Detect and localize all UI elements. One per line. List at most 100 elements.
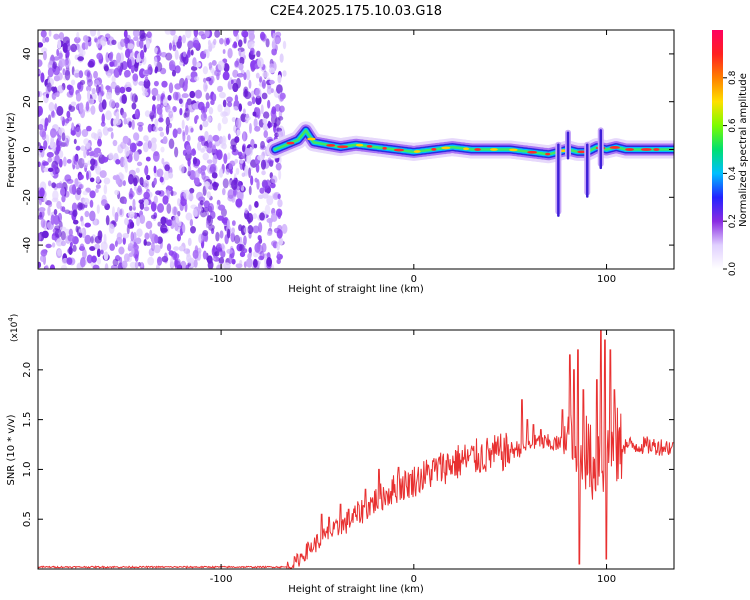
noise-blob <box>230 79 234 85</box>
spectrogram-panel: -100 0 100 -40 -20 0 20 40 Height of straight l… <box>6 29 675 295</box>
noise-blob <box>60 231 66 241</box>
noise-blob <box>67 234 75 242</box>
noise-blob <box>252 111 257 117</box>
noise-blob <box>45 93 50 99</box>
noise-blob <box>83 148 87 159</box>
noise-blob <box>72 244 77 252</box>
snr-ytick-label: 0.5 <box>22 511 33 527</box>
noise-blob <box>82 197 90 206</box>
noise-blob <box>277 74 282 84</box>
noise-blob <box>132 198 136 209</box>
noise-blob <box>154 118 159 128</box>
noise-blob <box>105 85 111 91</box>
noise-blob <box>213 181 217 187</box>
noise-blob <box>60 187 66 197</box>
snr-panel: -100 0 100 0.5 1.0 1.5 2.0 Height of straight … <box>6 314 675 595</box>
noise-blob <box>242 108 246 115</box>
noise-blob <box>161 157 165 165</box>
noise-blob <box>133 132 140 141</box>
noise-blob <box>248 204 252 212</box>
noise-blob <box>111 39 117 46</box>
noise-blob <box>124 146 130 157</box>
noise-blob <box>192 103 200 110</box>
spectrogram-xtick-label: 0 <box>411 274 417 285</box>
noise-blob <box>75 126 82 138</box>
noise-blob <box>135 167 140 174</box>
noise-blob <box>38 69 42 75</box>
noise-blob <box>101 113 106 124</box>
spectrogram-ytick-label: 0 <box>22 146 33 152</box>
noise-blob <box>139 39 144 49</box>
noise-blob <box>53 33 60 40</box>
noise-blob <box>162 96 168 107</box>
noise-blob <box>49 264 56 269</box>
noise-blob <box>143 79 151 89</box>
noise-blob <box>192 249 199 259</box>
noise-blob <box>84 210 90 218</box>
colorbar-tick-label: 0.6 <box>728 118 738 133</box>
spectrogram-axes: -100 0 100 -40 -20 0 20 40 <box>22 30 674 285</box>
noise-blob <box>234 234 241 244</box>
noise-blob <box>126 224 130 235</box>
noise-blob <box>271 106 277 115</box>
noise-blob <box>48 60 54 66</box>
noise-blob <box>269 182 276 189</box>
noise-blob <box>75 92 82 102</box>
noise-blob <box>64 58 69 66</box>
snr-xtick-label: -100 <box>210 574 233 585</box>
noise-blob <box>137 124 143 132</box>
noise-blob <box>238 49 242 57</box>
noise-blob <box>230 138 238 147</box>
noise-blob <box>256 50 261 58</box>
noise-blob <box>41 230 49 239</box>
noise-blob <box>152 151 160 162</box>
noise-blob <box>239 159 244 164</box>
noise-blob <box>53 208 58 216</box>
noise-blob <box>58 150 64 159</box>
noise-blob <box>68 184 76 195</box>
noise-blob <box>227 101 233 108</box>
noise-blob <box>90 158 96 166</box>
noise-blob <box>39 211 43 218</box>
noise-blob <box>225 168 230 175</box>
noise-blob <box>114 189 120 196</box>
noise-blob <box>149 110 155 116</box>
noise-blob <box>277 199 283 208</box>
noise-blob <box>139 49 145 60</box>
noise-blob <box>40 249 48 257</box>
signal-peak <box>527 150 538 154</box>
noise-blob <box>49 128 57 138</box>
noise-blob <box>233 106 239 111</box>
noise-blob <box>80 145 86 151</box>
noise-blob <box>68 104 72 111</box>
noise-blob <box>178 35 182 43</box>
noise-blob <box>192 156 198 165</box>
noise-blob <box>243 235 247 246</box>
noise-blob <box>128 193 134 200</box>
noise-blob <box>197 101 205 111</box>
noise-blob <box>60 240 66 247</box>
noise-blob <box>86 78 93 87</box>
noise-blob <box>119 208 123 216</box>
noise-blob <box>51 235 56 241</box>
noise-blob <box>217 85 224 93</box>
noise-blob <box>80 257 86 268</box>
noise-blob <box>244 208 248 214</box>
noise-blob <box>124 38 128 49</box>
noise-blob <box>133 36 139 42</box>
noise-blob <box>216 199 221 206</box>
noise-blob <box>38 105 44 116</box>
noise-blob <box>261 92 268 100</box>
noise-blob <box>245 69 251 81</box>
noise-blob <box>156 106 163 115</box>
noise-blob <box>89 246 96 251</box>
noise-blob <box>77 56 84 61</box>
snr-series-line <box>38 330 674 569</box>
noise-blob <box>208 224 215 231</box>
noise-blob <box>172 128 178 139</box>
noise-blob <box>103 177 111 185</box>
noise-blob <box>231 258 236 265</box>
noise-blob <box>89 199 94 208</box>
noise-blob <box>45 36 50 43</box>
noise-blob <box>132 175 140 184</box>
